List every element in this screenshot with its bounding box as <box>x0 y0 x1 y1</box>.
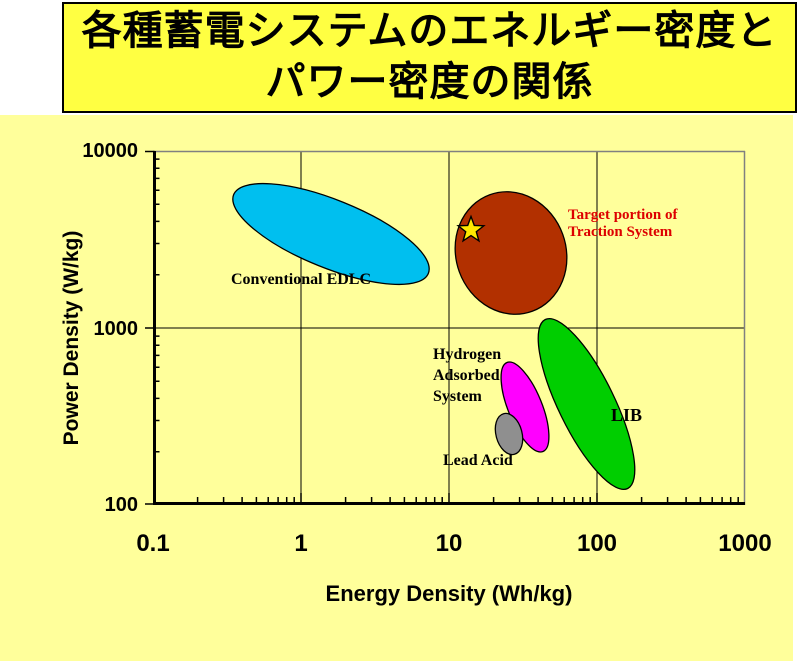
x-axis-title: Energy Density (Wh/kg) <box>325 581 573 606</box>
hydrogen-label-line-1: Hydrogen <box>433 346 502 363</box>
x-tick-label-100: 100 <box>576 530 618 557</box>
title-line-1: 各種蓄電システムのエネルギー密度と <box>81 9 778 53</box>
hydrogen-ellipse <box>500 361 550 453</box>
plot-area <box>145 150 746 505</box>
title-banner: 各種蓄電システムのエネルギー密度と パワー密度の関係 <box>62 2 797 113</box>
hydrogen-label-line-2: Adsorbed <box>433 367 500 384</box>
target-traction-label: Target portion of Traction System <box>568 207 677 241</box>
hydrogen-label-line-3: System <box>433 388 482 405</box>
x-tick-label-10: 10 <box>435 530 463 557</box>
lib-label: LIB <box>611 405 643 425</box>
x-tick-label-1000: 1000 <box>718 530 772 557</box>
y-tick-label-1000: 1000 <box>93 318 139 340</box>
axis-ticks <box>145 150 739 505</box>
hydrogen-label: Hydrogen Adsorbed System <box>433 344 501 407</box>
x-tick-label-1: 1 <box>294 530 308 557</box>
lib-ellipse <box>537 317 636 491</box>
lead-acid-label: Lead Acid <box>443 452 513 469</box>
x-tick-label-0p1: 0.1 <box>136 530 170 557</box>
title-line-2: パワー密度の関係 <box>265 60 594 104</box>
target-traction-ellipse <box>454 191 568 315</box>
plot-border <box>153 150 746 505</box>
star-marker-icon <box>456 214 486 243</box>
y-tick-label-10000: 10000 <box>82 140 138 162</box>
lead-acid-ellipse <box>494 412 524 456</box>
target-label-line-2: Traction System <box>568 224 673 240</box>
chart-background <box>0 115 793 661</box>
edlc-label: Conventional EDLC <box>231 271 372 288</box>
y-axis-title: Power Density (W/kg) <box>60 230 83 446</box>
y-tick-label-100: 100 <box>104 494 138 516</box>
edlc-ellipse <box>232 182 430 286</box>
target-label-line-1: Target portion of <box>568 207 678 223</box>
